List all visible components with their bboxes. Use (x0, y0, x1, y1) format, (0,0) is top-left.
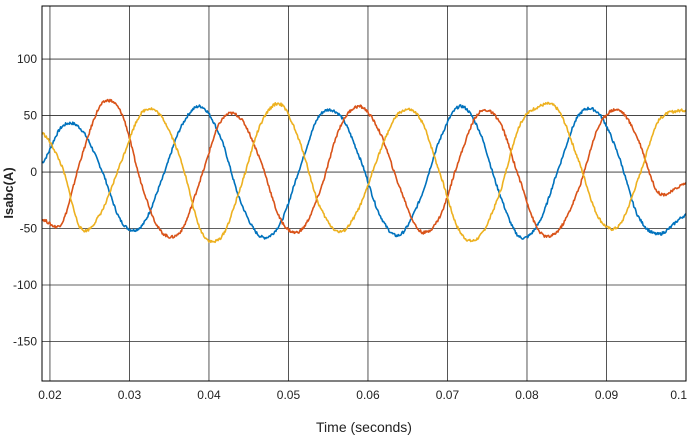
series-line-3 (42, 101, 686, 244)
x-tick-label: 0.08 (515, 388, 539, 402)
x-tick-label: 0.04 (197, 388, 221, 402)
y-tick-label: -150 (13, 334, 37, 348)
y-tick-label: 100 (17, 52, 37, 66)
series-line-1 (42, 104, 686, 240)
x-axis-title: Time (seconds) (316, 419, 412, 435)
x-tick-label: 0.02 (38, 388, 62, 402)
plot-frame (41, 5, 687, 382)
x-tick-label: 0.06 (356, 388, 380, 402)
y-tick-labels: 100 50 0 -50 -100 -150 (13, 52, 37, 348)
x-tick-label: 0.07 (436, 388, 460, 402)
y-tick-label: -100 (13, 278, 37, 292)
y-tick-label: 50 (24, 109, 38, 123)
x-tick-label: 0.09 (595, 388, 619, 402)
series-line-2 (42, 98, 686, 239)
x-tick-labels: 0.02 0.03 0.04 0.05 0.06 0.07 0.08 0.09 0.1 (38, 388, 687, 402)
y-axis-title: Isabc(A) (1, 167, 16, 218)
y-tick-label: 0 (30, 165, 37, 179)
x-tick-label: 0.1 (670, 388, 687, 402)
y-tick-label: -50 (20, 222, 38, 236)
x-tick-label: 0.05 (277, 388, 301, 402)
series-layer (42, 98, 686, 244)
x-tick-label: 0.03 (118, 388, 142, 402)
